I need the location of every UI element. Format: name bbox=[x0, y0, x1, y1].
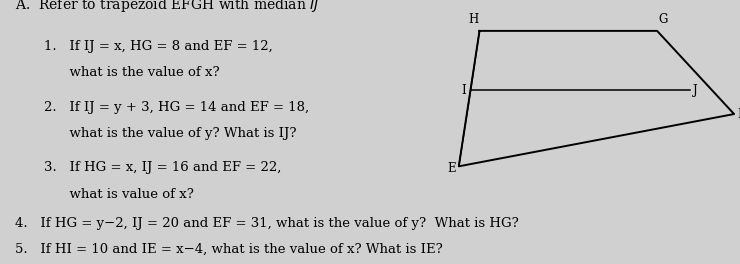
Text: 1.   If IJ = x, HG = 8 and EF = 12,: 1. If IJ = x, HG = 8 and EF = 12, bbox=[44, 40, 273, 53]
Text: A.  Refer to trapezoid EFGH with median $\overline{IJ}$: A. Refer to trapezoid EFGH with median $… bbox=[15, 0, 320, 16]
Text: what is the value of x?: what is the value of x? bbox=[44, 66, 220, 79]
Text: F: F bbox=[737, 107, 740, 121]
Text: E: E bbox=[447, 162, 456, 175]
Text: J: J bbox=[693, 84, 698, 97]
Text: 4.   If HG = y−2, IJ = 20 and EF = 31, what is the value of y?  What is HG?: 4. If HG = y−2, IJ = 20 and EF = 31, wha… bbox=[15, 217, 519, 230]
Text: 2.   If IJ = y + 3, HG = 14 and EF = 18,: 2. If IJ = y + 3, HG = 14 and EF = 18, bbox=[44, 101, 309, 114]
Text: what is the value of y? What is IJ?: what is the value of y? What is IJ? bbox=[44, 127, 297, 140]
Text: G: G bbox=[659, 12, 667, 26]
Text: H: H bbox=[468, 12, 479, 26]
Text: what is value of x?: what is value of x? bbox=[44, 188, 195, 201]
Text: 5.   If HI = 10 and IE = x−4, what is the value of x? What is IE?: 5. If HI = 10 and IE = x−4, what is the … bbox=[15, 243, 443, 256]
Text: I: I bbox=[461, 84, 465, 97]
Text: 3.   If HG = x, IJ = 16 and EF = 22,: 3. If HG = x, IJ = 16 and EF = 22, bbox=[44, 161, 282, 174]
